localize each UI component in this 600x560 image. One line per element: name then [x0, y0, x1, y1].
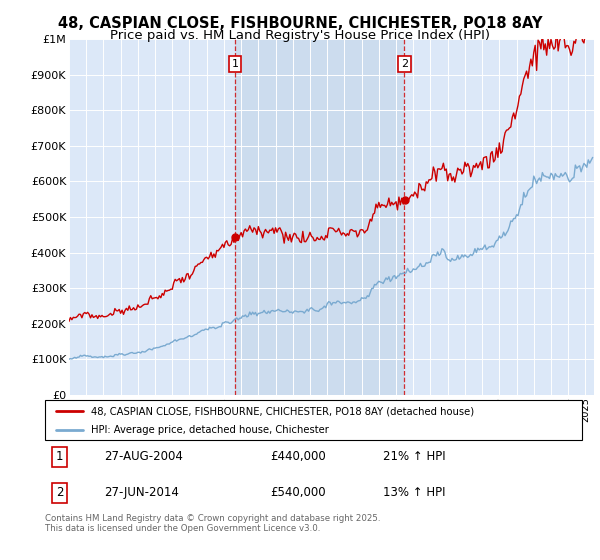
Text: Price paid vs. HM Land Registry's House Price Index (HPI): Price paid vs. HM Land Registry's House …	[110, 29, 490, 42]
Text: HPI: Average price, detached house, Chichester: HPI: Average price, detached house, Chic…	[91, 425, 329, 435]
Text: 21% ↑ HPI: 21% ↑ HPI	[383, 450, 446, 463]
Text: £440,000: £440,000	[271, 450, 326, 463]
Text: 1: 1	[232, 59, 239, 69]
Text: 48, CASPIAN CLOSE, FISHBOURNE, CHICHESTER, PO18 8AY: 48, CASPIAN CLOSE, FISHBOURNE, CHICHESTE…	[58, 16, 542, 31]
Text: 27-JUN-2014: 27-JUN-2014	[104, 486, 179, 499]
Bar	[235, 39, 404, 395]
Text: 48, CASPIAN CLOSE, FISHBOURNE, CHICHESTER, PO18 8AY (detached house): 48, CASPIAN CLOSE, FISHBOURNE, CHICHESTE…	[91, 407, 474, 417]
Text: £540,000: £540,000	[271, 486, 326, 499]
Text: 2: 2	[401, 59, 408, 69]
Text: 2: 2	[56, 486, 63, 499]
Text: 27-AUG-2004: 27-AUG-2004	[104, 450, 183, 463]
Text: 13% ↑ HPI: 13% ↑ HPI	[383, 486, 446, 499]
Text: 1: 1	[56, 450, 63, 463]
Text: Contains HM Land Registry data © Crown copyright and database right 2025.
This d: Contains HM Land Registry data © Crown c…	[45, 514, 380, 534]
